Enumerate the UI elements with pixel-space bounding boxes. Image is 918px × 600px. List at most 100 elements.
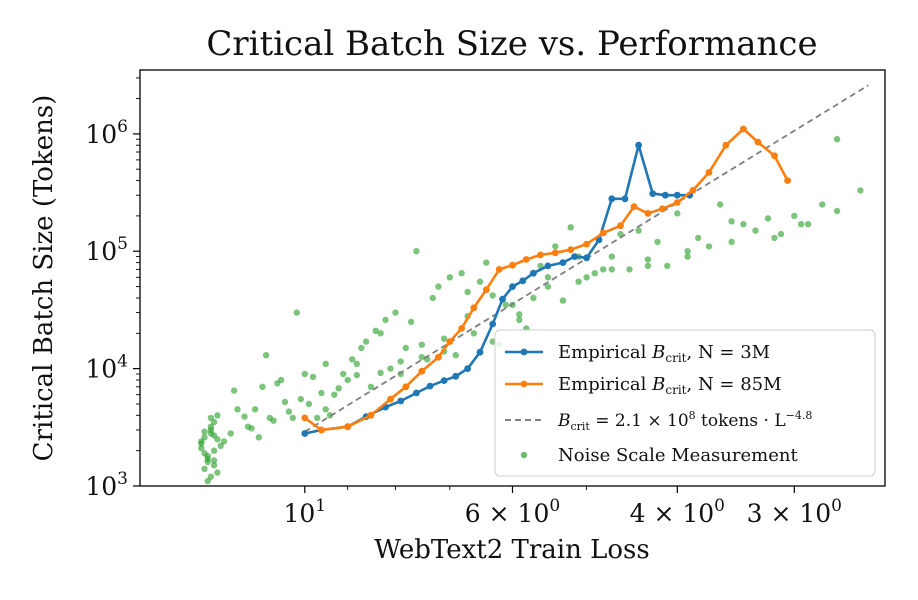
- series-point-3m: [413, 389, 420, 397]
- noise-scale-point: [301, 370, 308, 378]
- noise-scale-point: [281, 398, 289, 406]
- series-point-3m: [608, 195, 616, 203]
- series-point-3m: [452, 372, 460, 380]
- legend-marker-3m: [520, 348, 528, 356]
- noise-scale-point: [740, 221, 747, 228]
- noise-scale-point: [575, 278, 582, 285]
- legend: Empirical Bcrit, N = 3M Empirical Bcrit,…: [494, 329, 876, 477]
- noise-scale-point: [259, 383, 266, 390]
- noise-scale-point: [331, 391, 338, 398]
- noise-scale-point: [777, 230, 785, 238]
- series-point-85m: [705, 169, 713, 176]
- noise-scale-point: [567, 224, 574, 231]
- noise-scale-point: [204, 477, 211, 485]
- noise-scale-point: [251, 406, 259, 413]
- noise-scale-point: [266, 414, 273, 422]
- x-tick-label: 6 × 100: [465, 496, 560, 528]
- series-point-3m: [649, 190, 657, 198]
- noise-scale-point: [262, 352, 270, 359]
- noise-scale-point: [608, 253, 615, 260]
- noise-scale-point: [217, 442, 224, 449]
- noise-scale-point: [207, 473, 215, 480]
- noise-scale-point: [344, 376, 351, 384]
- noise-scale-point: [476, 278, 484, 285]
- legend-label-fit: Bcrit = 2.1 × 108 tokens · L−4.8: [557, 409, 812, 433]
- series-point-85m: [458, 325, 465, 332]
- series-point-3m: [673, 191, 681, 199]
- noise-scale-point: [285, 408, 293, 415]
- noise-scale-point: [435, 283, 442, 290]
- noise-scale-point: [309, 373, 317, 381]
- series-point-3m: [583, 254, 590, 262]
- noise-scale-point: [413, 248, 420, 255]
- noise-scale-point: [255, 434, 262, 441]
- noise-scale-point: [387, 365, 394, 372]
- noise-scale-point: [470, 330, 477, 337]
- noise-scale-point: [289, 414, 296, 422]
- noise-scale-point: [353, 371, 360, 379]
- noise-scale-point: [516, 316, 523, 324]
- series-point-85m: [567, 246, 575, 254]
- noise-scale-point: [201, 428, 208, 435]
- noise-scale-point: [382, 316, 389, 324]
- noise-scale-point: [214, 469, 221, 476]
- noise-scale-point: [717, 201, 724, 208]
- noise-scale-point: [293, 309, 300, 316]
- noise-scale-point: [297, 395, 304, 403]
- noise-scale-point: [349, 356, 356, 363]
- noise-scale-point: [318, 389, 325, 397]
- tick-layer: 103 104 105 106 101 6 × 100 4 × 100 3 × 100: [85, 77, 842, 528]
- noise-scale-point: [322, 406, 329, 413]
- series-point-3m: [476, 348, 484, 356]
- series-point-3m: [301, 430, 309, 437]
- noise-scale-point: [464, 288, 471, 296]
- legend-box: [494, 329, 876, 477]
- noise-scale-point: [220, 438, 228, 445]
- noise-scale-point: [833, 136, 841, 143]
- noise-scale-point: [530, 294, 537, 302]
- noise-scale-point: [608, 266, 615, 273]
- noise-scale-point: [234, 406, 241, 413]
- noise-scale-point: [201, 450, 208, 457]
- noise-scale-point: [418, 354, 425, 361]
- noise-scale-point: [201, 465, 208, 472]
- series-point-85m: [446, 338, 454, 345]
- noise-scale-point: [230, 387, 238, 394]
- noise-scale-point: [502, 301, 509, 308]
- noise-scale-point: [340, 370, 347, 378]
- noise-scale-point: [397, 358, 404, 365]
- noise-scale-point: [635, 227, 642, 234]
- noise-scale-point: [728, 238, 735, 246]
- series-point-3m: [559, 259, 567, 266]
- noise-scale-point: [684, 253, 691, 260]
- noise-scale-point: [559, 297, 567, 304]
- y-axis-label: Critical Batch Size (Tokens): [29, 95, 59, 462]
- y-tick-label: 105: [85, 234, 128, 266]
- noise-scale-point: [440, 335, 448, 342]
- series-point-85m: [644, 210, 652, 217]
- noise-scale-point: [695, 234, 702, 242]
- noise-scale-point: [764, 215, 772, 222]
- noise-scale-point: [752, 227, 759, 234]
- noise-scale-point: [833, 207, 841, 215]
- series-point-85m: [771, 152, 778, 160]
- series-point-3m: [571, 253, 578, 260]
- noise-scale-point: [227, 430, 234, 437]
- y-tick-label: 103: [85, 469, 128, 501]
- series-point-3m: [509, 283, 516, 290]
- noise-scale-point: [214, 436, 221, 443]
- series-line-85m: [304, 127, 789, 432]
- noise-scale-point: [367, 383, 375, 390]
- series-point-3m: [489, 320, 497, 328]
- x-tick-label: 4 × 100: [630, 496, 725, 528]
- noise-scale-point: [804, 221, 812, 228]
- noise-scale-point: [489, 292, 496, 299]
- series-point-85m: [722, 141, 730, 149]
- noise-scale-point: [458, 270, 465, 277]
- x-tick-label: 3 × 100: [747, 496, 842, 528]
- noise-scale-point: [198, 445, 205, 452]
- noise-scale-point: [591, 270, 598, 277]
- noise-scale-point: [544, 283, 552, 290]
- noise-scale-point: [248, 425, 255, 432]
- noise-scale-point: [377, 330, 384, 337]
